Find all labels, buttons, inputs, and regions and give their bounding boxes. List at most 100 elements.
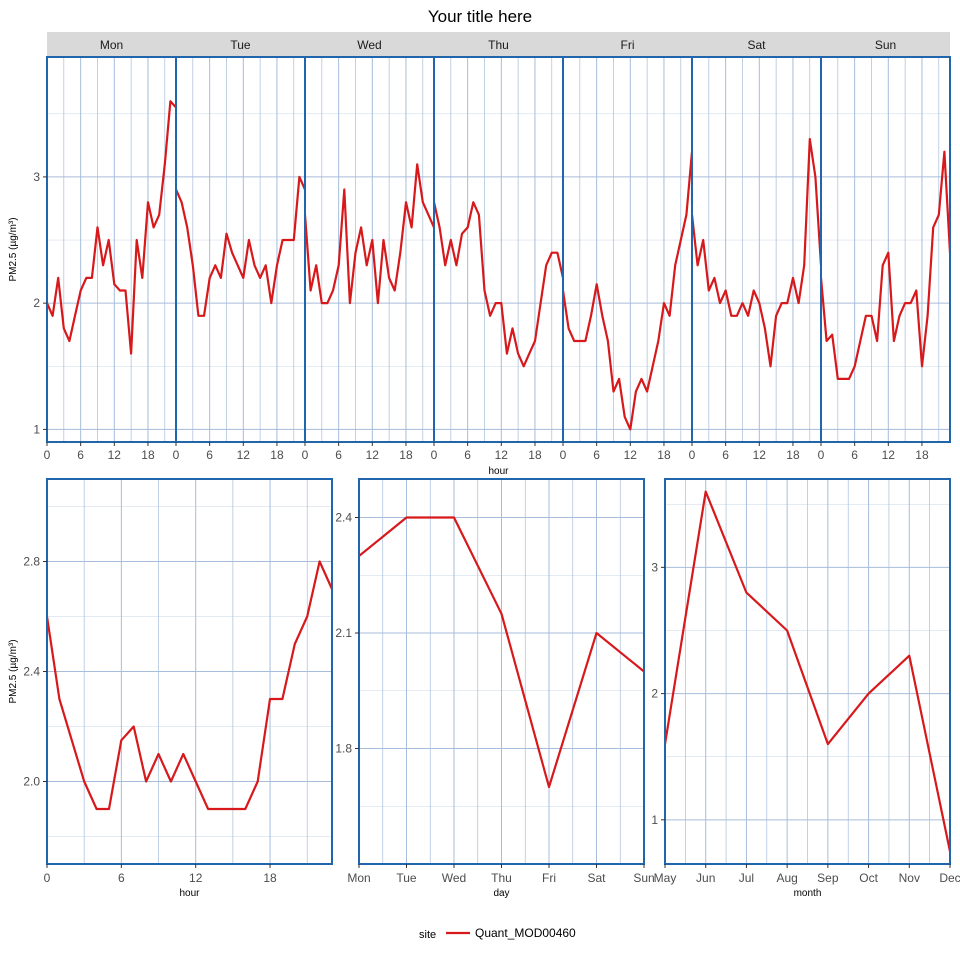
x-tick-label: 12: [882, 448, 896, 462]
facet-label: Wed: [357, 38, 381, 52]
facet-label: Thu: [488, 38, 509, 52]
day-panel: Mon Tue Wed Thu Fri Sat Sun 1.8 2.1 2.4 day: [335, 478, 655, 899]
facet-strip: [692, 32, 821, 57]
x-tick-label: 6: [722, 448, 729, 462]
series-line: [663, 490, 952, 852]
facet-frame: [820, 56, 951, 443]
x-tick-label: 6: [77, 448, 84, 462]
facet-strip: [434, 32, 563, 57]
x-tick-label: 12: [753, 448, 767, 462]
x-tick-label: Jun: [696, 871, 715, 885]
x-tick-label: 18: [270, 448, 284, 462]
x-tick-label: Sep: [817, 871, 839, 885]
facet-strip: [47, 32, 176, 57]
x-tick-label: Sun: [633, 871, 654, 885]
y-tick-label: 2.1: [335, 626, 352, 640]
facet-frame: [46, 56, 177, 443]
x-tick-label: 0: [431, 448, 438, 462]
facet-label: Mon: [100, 38, 123, 52]
x-tick-label: 0: [818, 448, 825, 462]
x-tick-label: May: [654, 871, 677, 885]
x-tick-label: Oct: [859, 871, 878, 885]
hour-panel: 0 6 12 18 2.0 2.4 2.8 hour PM2.5 (µg/m³): [8, 478, 334, 899]
y-tick-label: 2.8: [23, 555, 40, 569]
x-tick-label: 18: [263, 871, 277, 885]
series-line-thu: [432, 201, 565, 368]
x-tick-label: 18: [786, 448, 800, 462]
series-line-sat: [690, 137, 823, 368]
legend-label: Quant_MOD00460: [475, 926, 576, 940]
x-tick-label: 12: [237, 448, 251, 462]
series-line: [45, 560, 334, 811]
x-tick-label: 12: [189, 871, 203, 885]
x-tick-label: 0: [173, 448, 180, 462]
chart-title: Your title here: [428, 7, 532, 26]
y-tick-label: 1: [651, 813, 658, 827]
x-axis-title: hour: [179, 888, 200, 899]
x-tick-label: 18: [915, 448, 929, 462]
x-tick-label: Aug: [776, 871, 797, 885]
series-line-wed: [303, 163, 436, 305]
x-tick-label: 6: [593, 448, 600, 462]
y-tick-label: 2.4: [335, 511, 352, 525]
series-line-mon: [45, 100, 177, 355]
x-tick-label: 6: [851, 448, 858, 462]
series-line: [358, 516, 645, 789]
x-tick-label: 12: [624, 448, 638, 462]
y-axis-title: PM2.5 (µg/m³): [8, 217, 19, 281]
y-tick-label: 2: [33, 296, 40, 310]
x-tick-label: Thu: [491, 871, 512, 885]
x-tick-label: 0: [44, 871, 51, 885]
x-axis-title: hour: [488, 466, 509, 477]
x-tick-label: 18: [528, 448, 542, 462]
y-axis-title: PM2.5 (µg/m³): [8, 639, 19, 703]
facet-label: Tue: [230, 38, 251, 52]
x-tick-label: 6: [335, 448, 342, 462]
series-line-tue: [174, 175, 307, 317]
x-tick-label: 0: [44, 448, 51, 462]
series-line-sun: [819, 150, 952, 380]
legend-title: site: [419, 929, 436, 941]
x-tick-label: 6: [464, 448, 471, 462]
x-tick-label: Fri: [542, 871, 556, 885]
y-tick-label: 3: [33, 170, 40, 184]
facet-frame: [175, 56, 306, 443]
x-tick-label: Nov: [899, 871, 920, 885]
y-tick-label: 1.8: [335, 742, 352, 756]
facet-label: Fri: [621, 38, 635, 52]
series-line-fri: [561, 151, 694, 431]
facet-label: Sat: [747, 38, 766, 52]
x-tick-label: 18: [657, 448, 671, 462]
x-tick-label: 12: [108, 448, 122, 462]
x-tick-label: 0: [560, 448, 567, 462]
facet-strip: [305, 32, 434, 57]
x-tick-label: 0: [302, 448, 309, 462]
x-tick-label: 18: [399, 448, 413, 462]
y-tick-label: 2.0: [23, 775, 40, 789]
x-tick-label: 6: [206, 448, 213, 462]
y-tick-label: 2.4: [23, 665, 40, 679]
x-tick-label: 0: [689, 448, 696, 462]
x-tick-label: Sat: [587, 871, 606, 885]
x-axis-title: day: [493, 888, 509, 899]
facet-strip: [176, 32, 305, 57]
x-tick-label: 6: [118, 871, 125, 885]
x-tick-label: 12: [366, 448, 380, 462]
facet-label: Sun: [875, 38, 896, 52]
x-tick-label: Wed: [442, 871, 466, 885]
x-tick-label: Tue: [396, 871, 417, 885]
x-tick-label: 12: [495, 448, 509, 462]
y-tick-label: 3: [651, 560, 658, 574]
facet-strip: [563, 32, 692, 57]
panel-frame: [664, 478, 951, 865]
y-tick-label: 1: [33, 422, 40, 436]
x-tick-label: Jul: [739, 871, 754, 885]
x-tick-label: 18: [141, 448, 155, 462]
facet-frame: [562, 56, 693, 443]
facet-frame: [691, 56, 822, 443]
facet-strip: [821, 32, 950, 57]
legend: site Quant_MOD00460: [419, 926, 576, 941]
